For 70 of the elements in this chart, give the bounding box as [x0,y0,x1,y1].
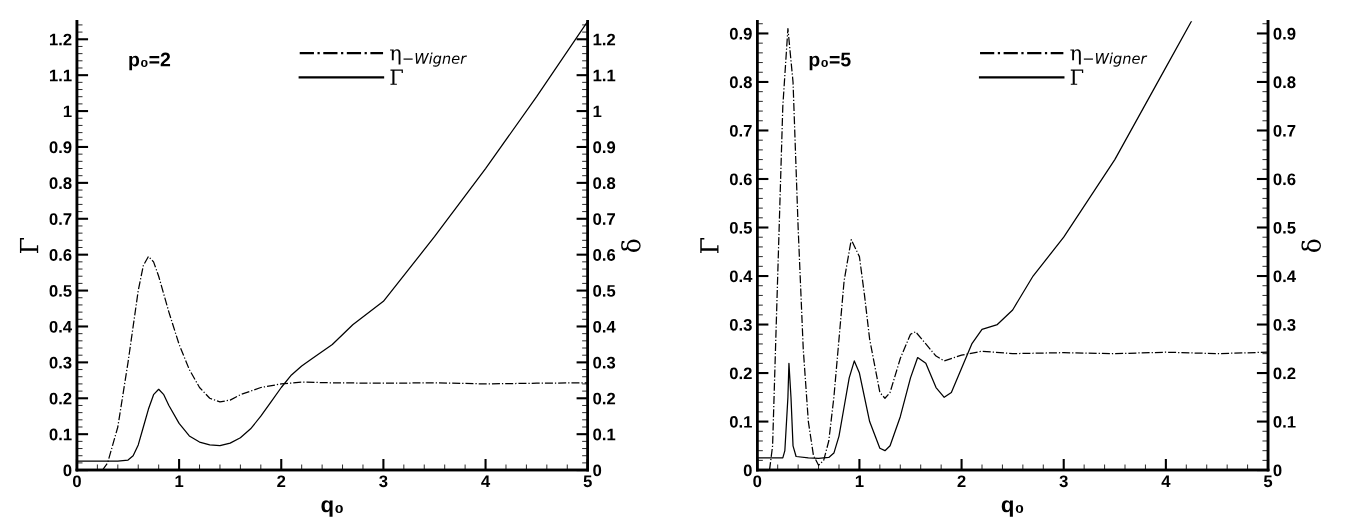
y2-tick-label: 0.3 [1273,318,1296,331]
y2-tick-label: 0.9 [1273,27,1296,40]
x-axis-title: q₀ [1001,500,1024,517]
y-axis-title: Γ [700,238,719,253]
x-tick-label: 2 [957,475,966,488]
y2-tick-label: 0.9 [593,141,616,154]
y2-tick-label: 0.8 [593,177,616,190]
x-tick-label: 4 [481,475,491,488]
y-tick-label: 0.7 [729,124,752,137]
y2-tick-label: 0.8 [1273,76,1296,89]
y-tick-label: 0.5 [729,221,752,234]
y-tick-label: 1 [63,105,72,118]
y-tick-label: 0.5 [49,284,72,297]
x-tick-label: 2 [277,475,286,488]
y2-tick-label: 0.6 [1273,173,1296,186]
y2-tick-label: 0.2 [593,392,616,405]
x-tick-label: 5 [583,475,592,488]
y-tick-label: 0.3 [729,318,752,331]
y2-tick-label: 0.3 [593,356,616,369]
x-tick-label: 1 [855,475,864,488]
y2-tick-label: 0.4 [1273,270,1296,283]
y-tick-label: 1.1 [49,69,72,82]
y-axis-title: Γ [19,238,39,253]
x-tick-label: 3 [1059,475,1068,488]
y-tick-label: 0 [743,464,752,477]
legend-label: Γ [390,69,403,85]
y-tick-label: 0.4 [49,320,72,333]
y2-tick-label: 0.2 [1273,367,1296,380]
y-tick-label: 0.3 [49,356,72,369]
y-tick-label: 0.6 [49,249,72,261]
y2-tick-label: 0.7 [593,213,615,225]
y2-tick-label: 0.7 [1273,124,1296,137]
y-tick-label: 0.4 [729,270,753,283]
y2-tick-label: 1 [593,105,602,118]
y2-tick-label: 0.5 [1273,221,1296,234]
legend-label: Γ [1070,69,1084,85]
y2-tick-label: 1.1 [593,69,616,82]
x-tick-label: 0 [72,475,81,488]
y2-tick-label: 0 [593,464,602,477]
y-tick-label: 0.2 [729,367,752,380]
x-tick-label: 3 [379,475,388,488]
y-tick-label: 0 [63,464,72,477]
y2-tick-label: 0.5 [593,284,616,297]
y-tick-label: 0.1 [729,415,752,428]
y-tick-label: 0.7 [49,213,72,225]
x-axis-title: q₀ [321,500,343,517]
y2-tick-label: 0 [1273,464,1282,477]
y2-tick-label: 0.4 [593,320,616,333]
y2-tick-label: 0.1 [593,428,616,441]
y2-axis-title: δ [621,239,641,252]
y-tick-label: 0.9 [49,141,72,154]
x-tick-label: 1 [175,475,184,488]
y-tick-label: 0.9 [729,27,752,40]
y2-tick-label: 0.1 [1273,415,1296,428]
y-tick-label: 0.8 [729,76,752,89]
y-tick-label: 0.6 [729,173,752,186]
legend-label: η$_{−Wigner}$ [1070,49,1148,67]
y2-tick-label: 1.2 [593,33,616,46]
x-tick-label: 5 [1263,475,1273,488]
y-tick-label: 1.2 [49,33,72,46]
y2-axis-title: δ [1301,239,1321,252]
y-tick-label: 0.2 [49,392,72,405]
annotation: p₀=5 [809,52,851,71]
y2-tick-label: 0.6 [593,249,616,261]
x-tick-label: 0 [753,475,762,488]
x-tick-label: 4 [1161,475,1171,488]
annotation: p₀=2 [129,52,171,71]
y-tick-label: 0.8 [49,177,72,190]
y-tick-label: 0.1 [49,428,72,441]
legend-label: η$_{−Wigner}$ [390,49,467,67]
